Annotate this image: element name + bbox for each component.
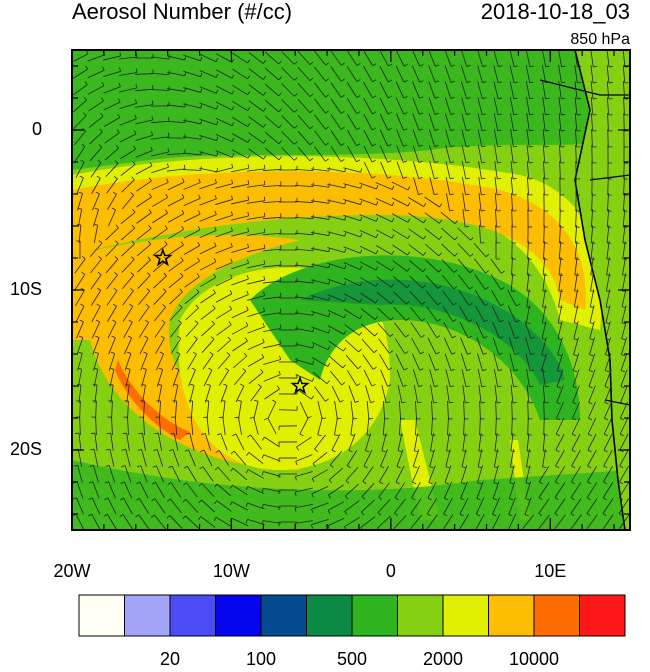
barb <box>329 183 330 187</box>
barb <box>91 433 95 434</box>
colorbar-label: 20 <box>160 649 180 667</box>
y-tick-label: 0 <box>32 119 42 139</box>
barb <box>280 293 281 297</box>
colorbar-box <box>398 595 444 636</box>
y-tick-label: 20S <box>10 439 42 459</box>
colorbar-box <box>443 595 489 636</box>
barb <box>560 209 561 227</box>
barb <box>109 385 113 386</box>
barb <box>577 82 581 83</box>
barb <box>107 433 111 434</box>
barb <box>513 162 517 163</box>
colorbar-label: 2000 <box>423 649 463 667</box>
colorbar-box <box>170 595 216 636</box>
barb <box>264 165 265 169</box>
barb <box>561 98 565 99</box>
barb <box>463 451 467 452</box>
colorbar-label: 100 <box>246 649 276 667</box>
colorbar-box <box>489 595 535 636</box>
x-tick-label: 10E <box>534 561 566 581</box>
x-tick-label: 0 <box>386 561 396 581</box>
field <box>72 49 630 532</box>
barb <box>329 167 330 171</box>
barb <box>624 113 625 131</box>
barb <box>465 402 469 403</box>
title: Aerosol Number (#/cc) <box>72 0 292 24</box>
barb <box>481 194 485 195</box>
barb <box>593 66 597 67</box>
x-tick-label: 20W <box>53 561 90 581</box>
colorbar-box <box>261 595 307 636</box>
colorbar-label: 500 <box>337 649 367 667</box>
colorbar-label: 10000 <box>509 649 559 667</box>
colorbar-box <box>79 595 125 636</box>
time: 2018-10-18_03 <box>481 0 630 24</box>
barb <box>528 401 529 419</box>
barb <box>559 291 563 292</box>
barb <box>545 130 549 131</box>
barb <box>479 451 483 452</box>
barb <box>264 181 265 185</box>
y-tick-label: 10S <box>10 279 42 299</box>
x-tick-label: 10W <box>213 561 250 581</box>
colorbar-box <box>307 595 353 636</box>
barb <box>608 129 609 147</box>
colorbar-box <box>216 595 262 636</box>
barb <box>169 55 170 59</box>
barb <box>168 133 169 137</box>
colorbar-box <box>580 595 626 636</box>
barb <box>527 307 531 308</box>
level: 850 hPa <box>570 31 630 48</box>
colorbar-box <box>125 595 171 636</box>
colorbar-box <box>534 595 580 636</box>
barb <box>219 417 223 418</box>
colorbar-box <box>352 595 398 636</box>
barb <box>529 146 533 147</box>
barb <box>184 165 185 169</box>
barb <box>497 178 501 179</box>
barb <box>544 401 545 419</box>
